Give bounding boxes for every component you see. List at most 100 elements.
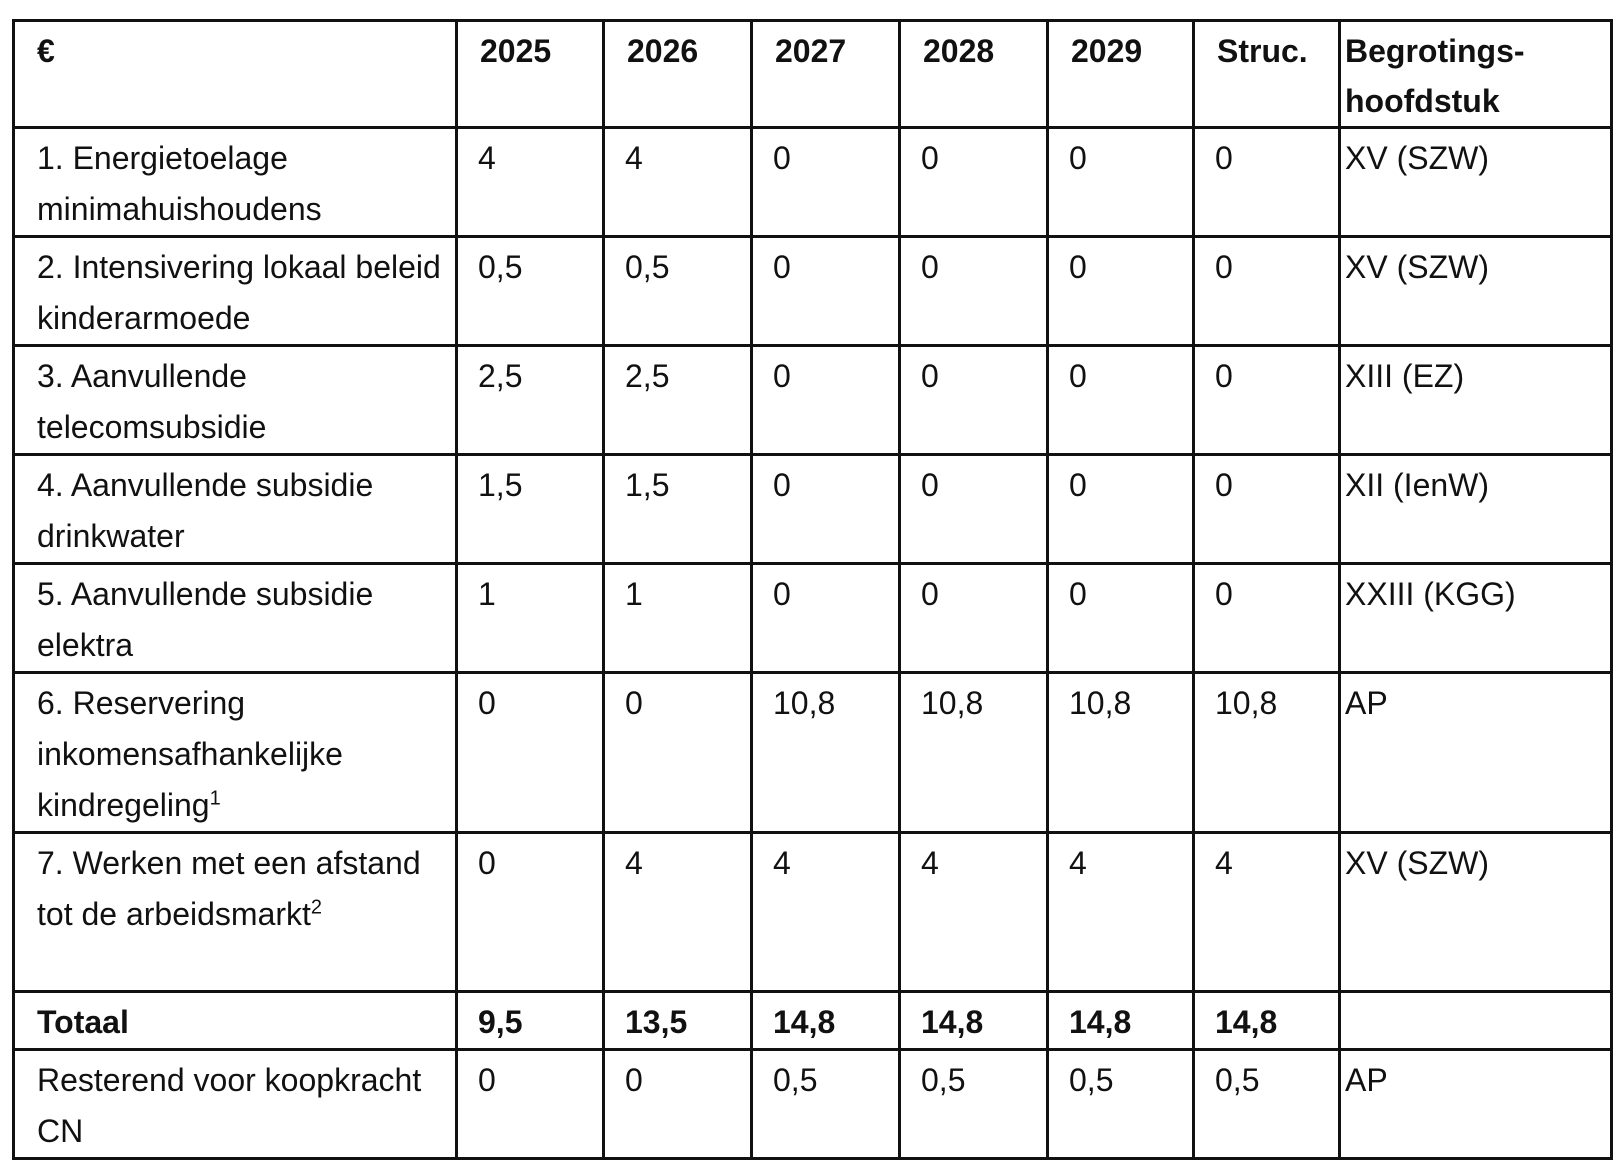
footnote-marker: 2 [310,896,323,919]
row: Totaal 9,5 13,5 14,8 14,8 14,8 14,8 [12,990,1613,1051]
row-label: 7. Werken met een afstand tot de arbeids… [37,845,421,932]
value-cell: 0 [898,344,1049,456]
value-cell: 10,8 [1192,671,1341,834]
value-cell: 4 [1192,831,1341,993]
row: 6. Reservering inkomensafhankelijke kind… [12,671,1613,834]
value-cell: XV (SZW) [1338,235,1613,347]
row-label-cell: Totaal [12,990,458,1051]
row-label: 3. Aanvullende telecomsubsidie [37,358,267,445]
value-cell: 0 [455,1048,605,1160]
header-cell: € [12,19,458,129]
row-label: Resterend voor koopkracht CN [37,1062,422,1149]
value-cell: 1 [602,562,753,674]
value-cell: 13,5 [602,990,753,1051]
value-cell: 2,5 [455,344,605,456]
header-cell: 2029 [1046,19,1195,129]
value-cell: 4 [602,126,753,238]
table-body: €2025 2026 2027 2028 2029 Struc. Begrotings-ho… [12,19,1613,1160]
budget-table: €2025 2026 2027 2028 2029 Struc. Begrotings-ho… [12,19,1613,1160]
row: Resterend voor koopkracht CN 0 0 0,5 0,5 0,5 0… [12,1048,1613,1160]
value-cell: 10,8 [750,671,901,834]
value-cell: 0 [1192,344,1341,456]
header-row: €2025 2026 2027 2028 2029 Struc. Begrotings-ho… [12,19,1613,129]
row-label: 5. Aanvullende subsidie elektra [37,576,374,663]
header-cell: 2025 [455,19,605,129]
value-cell: 4 [602,831,753,993]
footnote-marker: 1 [209,787,221,810]
value-cell: 0 [898,562,1049,674]
row: 2. Intensivering lokaal beleid kinderarm… [12,235,1613,347]
header-cell: 2027 [750,19,901,129]
value-cell: 0 [1192,562,1341,674]
value-cell: 0 [1192,235,1341,347]
row-label: 1. Energietoelage minimahuishoudens [37,140,322,227]
value-cell: 0 [898,126,1049,238]
header-cell: 2028 [898,19,1049,129]
value-cell: 4 [455,126,605,238]
value-cell: 14,8 [898,990,1049,1051]
row-label-cell: 6. Reservering inkomensafhankelijke kind… [12,671,458,834]
value-cell: 0 [898,453,1049,565]
value-cell: 0,5 [602,235,753,347]
row-label: 4. Aanvullende subsidie drinkwater [37,467,374,554]
value-cell: 0 [1192,126,1341,238]
value-cell: XV (SZW) [1338,126,1613,238]
value-cell: 0 [455,831,605,993]
value-cell: 4 [898,831,1049,993]
value-cell: AP [1338,671,1613,834]
value-cell: 0,5 [750,1048,901,1160]
header-cell: 2026 [602,19,753,129]
value-cell [1338,990,1613,1051]
value-cell: 0 [602,671,753,834]
value-cell: 4 [1046,831,1195,993]
row: 5. Aanvullende subsidie elektra 1 1 0 0 0 0 XXI… [12,562,1613,674]
value-cell: 14,8 [750,990,901,1051]
value-cell: XXIII (KGG) [1338,562,1613,674]
value-cell: XIII (EZ) [1338,344,1613,456]
value-cell: 0 [1192,453,1341,565]
value-cell: 0 [1046,453,1195,565]
row: 3. Aanvullende telecomsubsidie 2,5 2,5 0 0 0 0… [12,344,1613,456]
value-cell: XV (SZW) [1338,831,1613,993]
value-cell: 14,8 [1046,990,1195,1051]
header-cell: Begrotings-hoofdstuk [1338,19,1613,129]
value-cell: 0 [1046,344,1195,456]
value-cell: 1 [455,562,605,674]
row: 7. Werken met een afstand tot de arbeids… [12,831,1613,993]
value-cell: 10,8 [898,671,1049,834]
value-cell: 0,5 [455,235,605,347]
value-cell: 0 [750,235,901,347]
value-cell: 0 [898,235,1049,347]
value-cell: XII (IenW) [1338,453,1613,565]
row-label-cell: 5. Aanvullende subsidie elektra [12,562,458,674]
value-cell: 0,5 [1046,1048,1195,1160]
row-label: 6. Reservering inkomensafhankelijke kind… [37,685,343,823]
value-cell: 10,8 [1046,671,1195,834]
value-cell: 1,5 [455,453,605,565]
value-cell: 2,5 [602,344,753,456]
row-label-cell: 2. Intensivering lokaal beleid kinderarm… [12,235,458,347]
value-cell: 14,8 [1192,990,1341,1051]
row: 4. Aanvullende subsidie drinkwater 1,5 1,5… [12,453,1613,565]
row: 1. Energietoelage minimahuishoudens 4 4 0 0 0… [12,126,1613,238]
value-cell: 0 [1046,562,1195,674]
row-label: Totaal [37,1004,129,1040]
value-cell: 0,5 [898,1048,1049,1160]
value-cell: 0 [750,453,901,565]
value-cell: 9,5 [455,990,605,1051]
value-cell: 0 [602,1048,753,1160]
row-label-cell: 4. Aanvullende subsidie drinkwater [12,453,458,565]
header-cell: Struc. [1192,19,1341,129]
value-cell: 4 [750,831,901,993]
value-cell: 0 [1046,126,1195,238]
row-label-cell: Resterend voor koopkracht CN [12,1048,458,1160]
value-cell: 0 [1046,235,1195,347]
value-cell: AP [1338,1048,1613,1160]
value-cell: 0,5 [1192,1048,1341,1160]
value-cell: 0 [750,126,901,238]
value-cell: 0 [455,671,605,834]
value-cell: 1,5 [602,453,753,565]
row-label-cell: 3. Aanvullende telecomsubsidie [12,344,458,456]
value-cell: 0 [750,562,901,674]
